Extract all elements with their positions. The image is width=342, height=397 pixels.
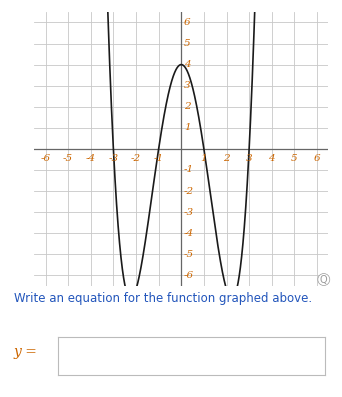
Text: 5: 5 (291, 154, 298, 163)
Text: -4: -4 (184, 229, 194, 238)
Text: -1: -1 (184, 166, 194, 174)
Text: -2: -2 (131, 154, 141, 163)
Text: 2: 2 (184, 102, 190, 111)
Text: Write an equation for the function graphed above.: Write an equation for the function graph… (14, 292, 312, 305)
Text: 3: 3 (246, 154, 252, 163)
Text: 6: 6 (314, 154, 320, 163)
Text: 6: 6 (184, 18, 190, 27)
Text: -5: -5 (63, 154, 73, 163)
Text: -2: -2 (184, 187, 194, 195)
Text: Q: Q (320, 274, 328, 285)
Text: 1: 1 (200, 154, 207, 163)
Text: -3: -3 (108, 154, 118, 163)
Text: y =: y = (14, 345, 38, 359)
Text: 2: 2 (223, 154, 230, 163)
Text: -5: -5 (184, 250, 194, 259)
Text: 4: 4 (184, 60, 190, 69)
Text: -1: -1 (154, 154, 164, 163)
Text: -6: -6 (40, 154, 51, 163)
Text: 1: 1 (184, 123, 190, 132)
Text: 3: 3 (184, 81, 190, 90)
Text: 4: 4 (268, 154, 275, 163)
Text: 5: 5 (184, 39, 190, 48)
Text: -4: -4 (86, 154, 96, 163)
Text: -3: -3 (184, 208, 194, 217)
Text: -6: -6 (184, 271, 194, 280)
